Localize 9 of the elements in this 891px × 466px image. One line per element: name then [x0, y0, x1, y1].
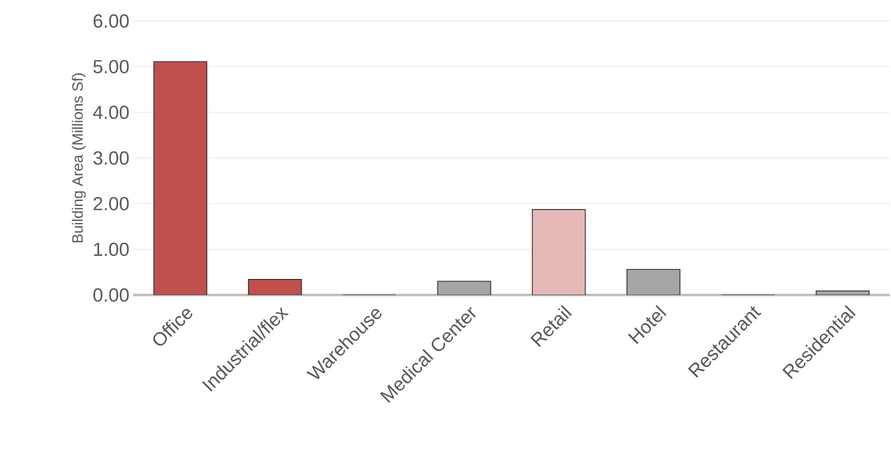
y-tick-label: 0.00	[93, 288, 129, 302]
y-axis-title: Building Area (Millions Sf)	[72, 73, 86, 242]
y-tick-label: 6.00	[94, 14, 129, 28]
y-tick-label: 2.00	[94, 196, 129, 210]
y-tick-label: 4.00	[93, 106, 129, 120]
bar	[248, 279, 302, 295]
y-tick-label: 3.00	[93, 151, 129, 165]
y-tick-label: 5.00	[93, 60, 129, 74]
y-tick-label: 1.00	[94, 242, 129, 256]
